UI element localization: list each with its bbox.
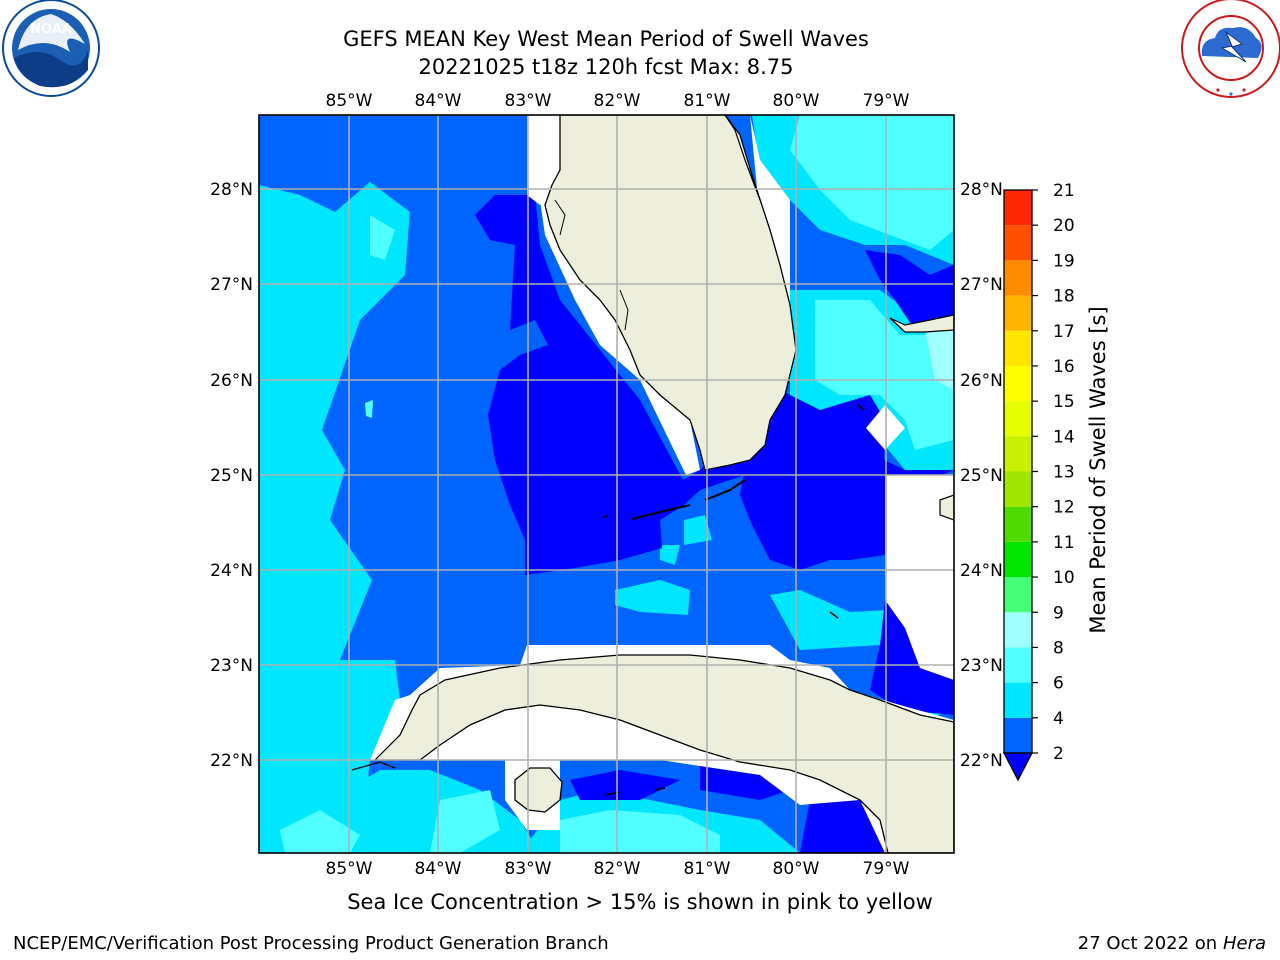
colorbar-tick-label: 21 bbox=[1053, 181, 1075, 201]
lon-label-bottom: 82°W bbox=[594, 859, 641, 879]
colorbar-segment bbox=[1004, 577, 1032, 613]
lon-label-bottom: 81°W bbox=[684, 859, 731, 879]
colorbar-segment bbox=[1004, 225, 1032, 261]
colorbar-tick-label: 10 bbox=[1053, 568, 1075, 588]
lon-label-top: 82°W bbox=[594, 91, 641, 111]
lon-label-top: 85°W bbox=[326, 91, 373, 111]
colorbar-segment bbox=[1004, 717, 1032, 753]
map-frame bbox=[258, 114, 955, 854]
colorbar-tick-label: 9 bbox=[1053, 603, 1064, 623]
lat-label-left: 25°N bbox=[210, 466, 253, 486]
colorbar-segment bbox=[1004, 436, 1032, 472]
lat-label-left: 22°N bbox=[210, 751, 253, 771]
lon-label-bottom: 84°W bbox=[415, 859, 462, 879]
lat-label-left: 24°N bbox=[210, 561, 253, 581]
colorbar-segment bbox=[1004, 647, 1032, 683]
colorbar-segment bbox=[1004, 365, 1032, 402]
colorbar-segment bbox=[1004, 401, 1032, 437]
colorbar-tick-label: 11 bbox=[1053, 533, 1075, 553]
colorbar-segment bbox=[1004, 471, 1032, 507]
colorbar-segment bbox=[1004, 295, 1032, 331]
lon-label-bottom: 79°W bbox=[863, 859, 910, 879]
lat-label-right: 28°N bbox=[960, 180, 1003, 200]
colorbar-tick-label: 19 bbox=[1053, 251, 1075, 271]
colorbar-tick-label: 12 bbox=[1053, 498, 1075, 518]
lat-label-left: 26°N bbox=[210, 371, 253, 391]
colorbar-tick-label: 15 bbox=[1053, 392, 1075, 412]
colorbar-tick-label: 8 bbox=[1053, 638, 1064, 658]
lat-label-left: 23°N bbox=[210, 656, 253, 676]
chart-subtitle: 20221025 t18z 120h fcst Max: 8.75 bbox=[418, 55, 794, 79]
lon-label-bottom: 83°W bbox=[505, 859, 552, 879]
colorbar-segment bbox=[1004, 612, 1032, 648]
lat-label-right: 22°N bbox=[960, 751, 1003, 771]
colorbar-tick-label: 18 bbox=[1053, 287, 1075, 307]
colorbar-tick-label: 20 bbox=[1053, 216, 1075, 236]
noaa-logo: NOAA bbox=[2, 0, 100, 97]
national-weather-service-logo bbox=[1181, 0, 1280, 98]
colorbar-label: Mean Period of Swell Waves [s] bbox=[1086, 306, 1110, 634]
lon-label-top: 80°W bbox=[773, 91, 820, 111]
lat-label-right: 27°N bbox=[960, 275, 1003, 295]
colorbar-tick-label: 13 bbox=[1053, 463, 1075, 483]
map-panel bbox=[259, 115, 954, 853]
lon-label-top: 79°W bbox=[863, 91, 910, 111]
colorbar-tick-label: 4 bbox=[1053, 709, 1064, 729]
colorbar-tick-label: 16 bbox=[1053, 357, 1075, 377]
sea-ice-note: Sea Ice Concentration > 15% is shown in … bbox=[347, 890, 933, 914]
footer-credit: NCEP/EMC/Verification Post Processing Pr… bbox=[13, 933, 609, 954]
lat-label-left: 28°N bbox=[210, 180, 253, 200]
footer-date-text: 27 Oct 2022 on bbox=[1077, 933, 1223, 954]
colorbar: 2 4 6 8 9 10 11 12 13 14 15 16 17 18 19 20 21 bbox=[1002, 181, 1075, 782]
lat-label-left: 27°N bbox=[210, 275, 253, 295]
colorbar-tick-label: 17 bbox=[1053, 322, 1075, 342]
lon-label-bottom: 80°W bbox=[773, 859, 820, 879]
lon-label-top: 83°W bbox=[505, 91, 552, 111]
colorbar-segment bbox=[1004, 541, 1032, 578]
colorbar-segment bbox=[1004, 190, 1032, 226]
colorbar-segment bbox=[1004, 260, 1032, 296]
colorbar-tick-label: 14 bbox=[1053, 427, 1075, 447]
colorbar-segment bbox=[1004, 506, 1032, 542]
lon-label-top: 81°W bbox=[684, 91, 731, 111]
svg-text:NOAA: NOAA bbox=[30, 22, 72, 37]
colorbar-tick-label: 6 bbox=[1053, 674, 1064, 694]
chart-title: GEFS MEAN Key West Mean Period of Swell … bbox=[343, 27, 869, 51]
lat-label-right: 25°N bbox=[960, 466, 1003, 486]
lon-label-bottom: 85°W bbox=[326, 859, 373, 879]
footer-host: Hera bbox=[1222, 933, 1266, 954]
colorbar-segment bbox=[1004, 330, 1032, 366]
lat-label-right: 23°N bbox=[960, 656, 1003, 676]
map-gridlines bbox=[259, 115, 954, 853]
colorbar-under-triangle bbox=[1002, 752, 1034, 782]
lat-label-right: 24°N bbox=[960, 561, 1003, 581]
colorbar-tick-label: 2 bbox=[1053, 744, 1064, 764]
lon-label-top: 84°W bbox=[415, 91, 462, 111]
colorbar-segment bbox=[1004, 682, 1032, 718]
lat-label-right: 26°N bbox=[960, 371, 1003, 391]
footer-date: 27 Oct 2022 on Hera bbox=[1078, 933, 1266, 954]
